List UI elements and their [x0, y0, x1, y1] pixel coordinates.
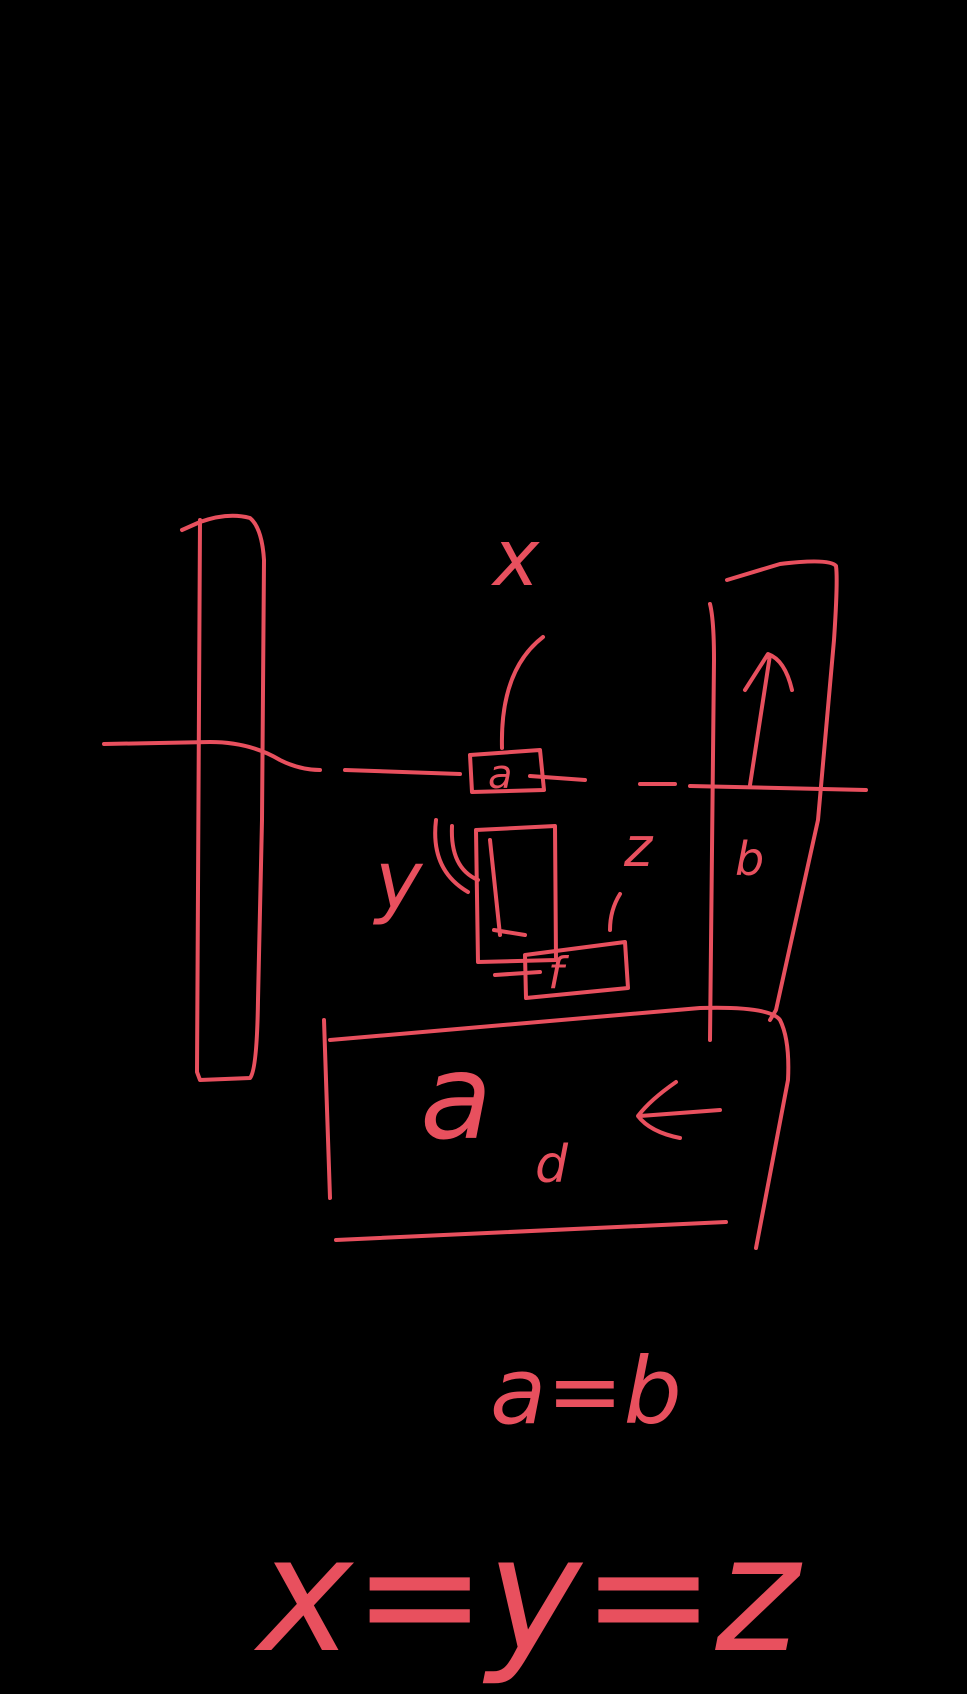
label-x-top: x — [490, 514, 540, 604]
up-arrow — [743, 652, 794, 787]
left-arrow — [636, 1080, 722, 1140]
left-pillar — [180, 513, 266, 1082]
vertical-rect-inner — [488, 838, 527, 937]
f-box — [523, 940, 630, 1000]
ink-strokes — [102, 513, 868, 1250]
right-horizontal-line — [688, 784, 868, 792]
z-arc — [608, 892, 622, 932]
left-horizontal-line — [102, 740, 322, 772]
label-sub-box: d — [535, 1135, 569, 1195]
small-a-box — [468, 748, 546, 794]
right-pillar — [708, 559, 839, 1042]
label-a-box: a — [420, 1028, 492, 1166]
label-z-right: z — [623, 816, 654, 879]
label-a-small: a — [488, 752, 513, 798]
y-arc-outer — [433, 818, 470, 894]
label-y-left: y — [373, 834, 424, 927]
y-arc-inner — [449, 824, 480, 882]
label-f-box: f — [548, 948, 570, 999]
bottom-line — [334, 1220, 728, 1242]
label-b-small: b — [735, 832, 764, 886]
dashed-center-line — [343, 768, 677, 786]
big-box — [322, 1005, 791, 1250]
top-arc — [499, 635, 545, 750]
equation-a-equals-b: a=b — [490, 1338, 682, 1445]
f-box-underline — [493, 970, 542, 977]
vertical-rect — [474, 824, 558, 964]
equation-x-y-z: x=y=z — [253, 1501, 803, 1688]
